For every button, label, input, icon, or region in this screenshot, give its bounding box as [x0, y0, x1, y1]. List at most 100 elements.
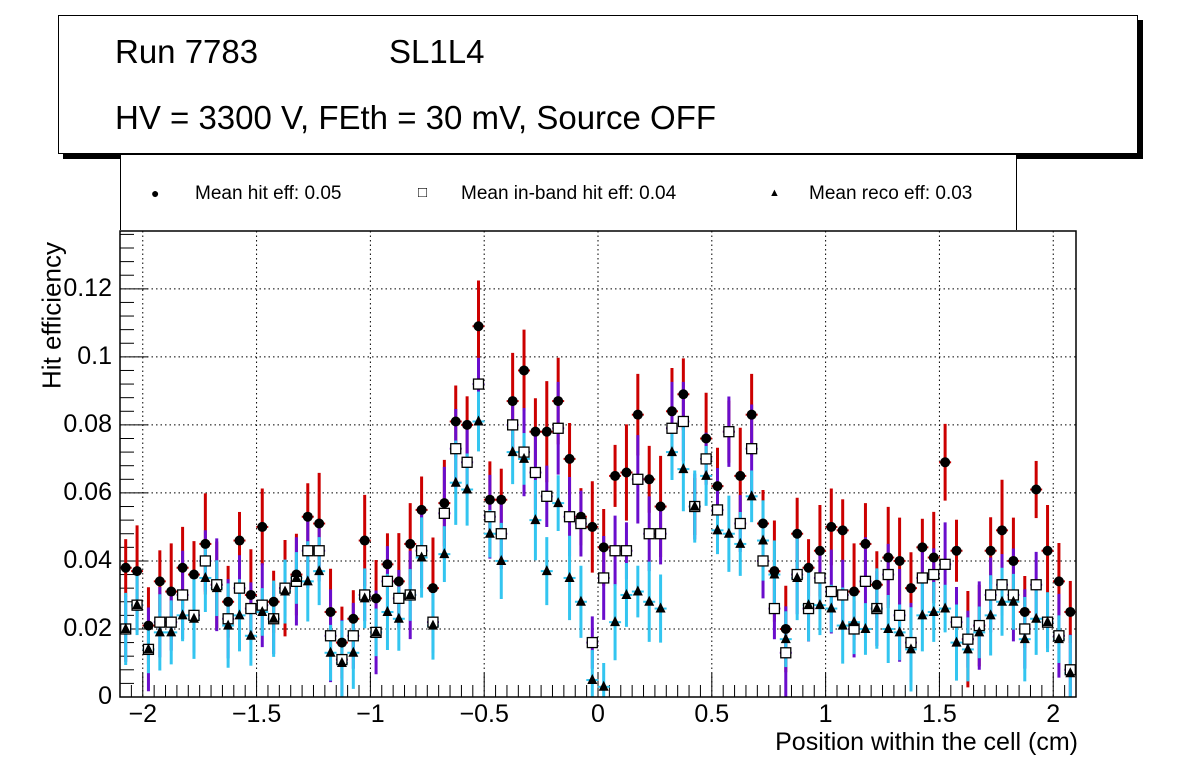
hit-eff-point: [826, 521, 837, 532]
reco-eff-point: [336, 656, 347, 667]
hit-eff-point: [120, 562, 131, 573]
reco-eff-point: [917, 609, 928, 620]
inband-eff-point: [984, 589, 997, 601]
inband-eff-point: [541, 490, 553, 502]
legend-square-icon: □: [418, 184, 428, 201]
reco-eff-point: [120, 622, 131, 633]
x-tick-label: 2: [1046, 700, 1061, 728]
hit-eff-point: [564, 453, 575, 464]
x-tick-label: −0.5: [459, 700, 509, 728]
reco-eff-point: [427, 619, 438, 630]
hit-eff-point: [780, 623, 791, 634]
inband-eff-point: [176, 589, 189, 601]
legend-reco-label: Mean reco eff: 0.03: [809, 183, 973, 204]
inband-eff-point: [723, 426, 735, 438]
inband-eff-point: [620, 545, 633, 557]
hit-eff-point: [257, 521, 268, 532]
reco-eff-point: [723, 527, 734, 538]
hit-eff-point: [632, 409, 643, 420]
hit-eff-point: [177, 562, 188, 573]
reco-eff-point: [814, 599, 825, 610]
hit-eff-point: [1065, 606, 1076, 617]
reco-eff-point: [462, 483, 473, 494]
reco-eff-point: [177, 609, 188, 620]
y-tick-label: 0.08: [63, 409, 112, 438]
legend-triangle-icon: ▲: [769, 187, 780, 199]
reco-eff-point: [359, 592, 370, 603]
y-tick-label: 0.12: [63, 273, 112, 302]
hit-eff-point: [940, 457, 951, 468]
reco-eff-point: [974, 626, 985, 637]
reco-eff-point: [655, 602, 666, 613]
hit-eff-point: [371, 593, 382, 604]
reco-eff-point: [962, 643, 973, 654]
hit-eff-point: [166, 586, 177, 597]
hit-eff-point: [427, 583, 438, 594]
reco-eff-point: [735, 537, 746, 548]
hit-eff-point: [245, 589, 256, 600]
inband-eff-point: [233, 582, 246, 594]
layer-label: SL1L4: [389, 33, 485, 70]
inband-eff-point: [700, 453, 712, 465]
reco-eff-point: [393, 612, 404, 623]
hit-eff-point: [484, 494, 495, 505]
reco-eff-point: [871, 602, 882, 613]
title-box: Run 7783 SL1L4 HV = 3300 V, FEth = 30 mV…: [58, 15, 1138, 154]
reco-eff-point: [541, 565, 552, 576]
reco-eff-point: [1031, 612, 1042, 623]
hit-eff-point: [132, 566, 143, 577]
hit-eff-point: [1019, 606, 1030, 617]
reco-eff-point: [325, 646, 336, 657]
y-tick-label: 0: [98, 682, 112, 710]
reco-eff-point: [450, 476, 461, 487]
inband-eff-point: [324, 630, 337, 642]
reco-eff-point: [211, 582, 222, 593]
hit-eff-point: [359, 535, 370, 546]
inband-eff-point: [381, 575, 394, 588]
inband-eff-point: [393, 592, 405, 605]
inband-eff-point: [939, 558, 951, 570]
inband-eff-point: [609, 545, 621, 557]
reco-eff-point: [268, 612, 279, 623]
hit-eff-point: [666, 406, 677, 417]
reco-eff-point: [758, 534, 769, 545]
reco-eff-point: [701, 469, 712, 480]
reco-eff-point: [371, 626, 382, 637]
inband-eff-point: [632, 473, 644, 485]
x-tick-label: 1.5: [922, 700, 957, 728]
hit-eff-point: [598, 542, 609, 553]
reco-eff-point: [223, 619, 234, 630]
x-tick-label: 0.5: [694, 700, 730, 728]
inband-eff-point: [598, 572, 610, 584]
reco-eff-point: [245, 629, 256, 640]
reco-eff-point: [416, 551, 427, 562]
inband-eff-point: [199, 555, 212, 567]
reco-eff-point: [610, 616, 621, 627]
inband-eff-point: [1030, 579, 1042, 591]
reco-eff-point: [632, 585, 643, 596]
inband-eff-point: [734, 517, 746, 530]
y-tick-label: 0.06: [63, 477, 112, 506]
reco-eff-point: [507, 446, 518, 457]
reco-eff-point: [769, 568, 780, 579]
hit-eff-point: [928, 552, 939, 563]
hit-eff-point: [803, 562, 814, 573]
reco-eff-point: [1008, 595, 1019, 606]
inband-eff-point: [575, 517, 587, 530]
hit-eff-point: [1031, 484, 1042, 495]
x-tick-label: −1.5: [231, 700, 282, 728]
y-axis-title: Hit efficiency: [36, 242, 67, 389]
conditions-label: HV = 3300 V, FEth = 30 mV, Source OFF: [115, 99, 717, 136]
hit-eff-point: [234, 535, 245, 546]
hit-eff-point: [735, 470, 746, 481]
hit-eff-point: [610, 470, 621, 481]
hit-eff-point: [894, 555, 905, 566]
inband-eff-point: [495, 528, 507, 540]
hit-eff-point: [416, 504, 427, 515]
reco-eff-point: [1065, 667, 1076, 678]
hit-eff-point: [1053, 576, 1064, 587]
inband-eff-point: [996, 579, 1008, 591]
inband-eff-point: [586, 636, 598, 649]
reco-eff-point: [575, 595, 586, 606]
x-tick-label: −2: [128, 700, 157, 728]
